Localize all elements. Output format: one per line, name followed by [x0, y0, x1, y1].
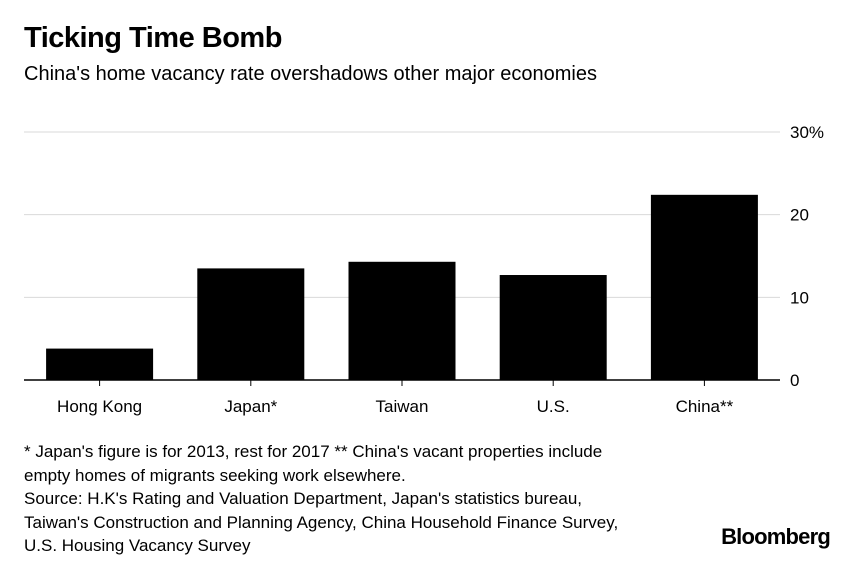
y-tick-label: 20	[790, 206, 809, 225]
bar	[499, 275, 607, 380]
footnote-line-2: empty homes of migrants seeking work els…	[24, 465, 406, 485]
source-line-2: Taiwan's Construction and Planning Agenc…	[24, 512, 619, 532]
bar	[46, 348, 154, 380]
bloomberg-logo: Bloomberg	[721, 524, 831, 549]
y-tick-label: 10	[790, 288, 809, 307]
x-tick-label: Taiwan	[376, 397, 429, 416]
chart-subtitle: China's home vacancy rate overshadows ot…	[24, 63, 597, 85]
bar	[348, 261, 456, 380]
source-line-1: Source: H.K's Rating and Valuation Depar…	[24, 489, 583, 508]
x-tick-label: Hong Kong	[57, 397, 142, 416]
y-tick-label: 30%	[790, 123, 824, 142]
chart-title: Ticking Time Bomb	[24, 22, 282, 54]
footnote-line-1: * Japan's figure is for 2013, rest for 2…	[24, 442, 603, 461]
x-tick-label: China**	[676, 397, 734, 416]
bar	[650, 194, 758, 380]
bar	[197, 268, 305, 380]
source-line-3: U.S. Housing Vacancy Survey	[24, 536, 251, 555]
x-tick-label: U.S.	[537, 397, 570, 416]
chart-notes: * Japan's figure is for 2013, rest for 2…	[24, 440, 618, 558]
bar-chart: 0 10 20 30% Hong Kong Japan* Taiwan U.S. China**	[24, 123, 824, 416]
y-tick-label: 0	[790, 371, 799, 390]
x-tick-label: Japan*	[224, 397, 277, 416]
